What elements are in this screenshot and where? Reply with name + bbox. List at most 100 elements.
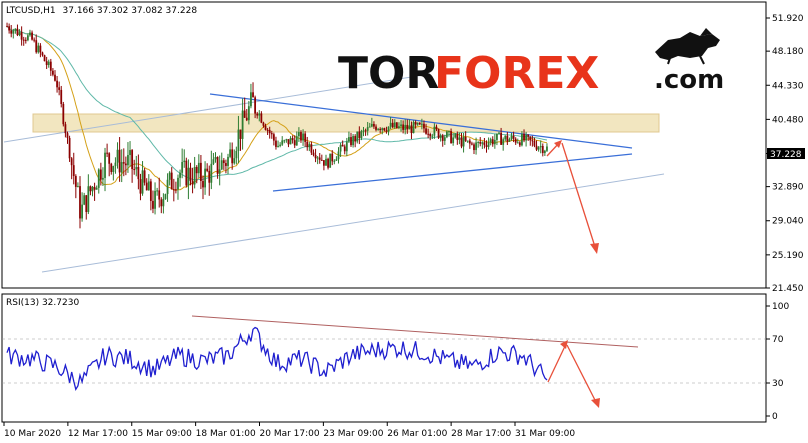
candle-body <box>477 142 480 144</box>
candle-body <box>368 126 371 128</box>
candle-body <box>443 137 446 141</box>
candle-body <box>516 142 519 144</box>
candle-body <box>66 133 69 138</box>
candle-body <box>102 177 104 180</box>
rsi-line <box>6 326 548 391</box>
candle-body <box>316 157 319 159</box>
candle-body <box>141 170 144 194</box>
candle-body <box>241 110 244 139</box>
candle-body <box>83 195 86 205</box>
candle-body <box>139 179 142 194</box>
candle-body <box>387 126 390 132</box>
candle-body <box>264 125 267 130</box>
candle-body <box>429 134 432 137</box>
candle-body <box>52 70 54 75</box>
candle-body <box>350 137 352 146</box>
candles <box>6 22 548 229</box>
time-tick-label: 26 Mar 01:00 <box>387 429 447 439</box>
candle-body <box>133 169 136 171</box>
candle-body <box>283 140 286 142</box>
candle-body <box>168 172 171 180</box>
candle-body <box>29 32 31 36</box>
candle-body <box>254 97 257 114</box>
candle-body <box>193 166 196 185</box>
candle-body <box>18 32 21 36</box>
candle-body <box>247 106 250 121</box>
candle-body <box>360 131 363 138</box>
candle-body <box>354 136 357 142</box>
candle-body <box>416 122 419 125</box>
candle-body <box>179 172 181 178</box>
candle-body <box>81 204 83 219</box>
candle-body <box>441 135 444 141</box>
candle-body <box>345 141 348 152</box>
candle-body <box>287 139 290 145</box>
resistance-zone <box>32 113 660 133</box>
candle-body <box>454 134 457 138</box>
price-pane[interactable] <box>1 1 767 289</box>
triangle-lower-line <box>272 153 633 192</box>
candle-body <box>508 139 511 142</box>
candle-body <box>26 35 29 41</box>
candle-body <box>260 113 263 123</box>
candle-body <box>91 186 94 192</box>
candle-body <box>297 132 300 137</box>
candle-body <box>537 147 540 150</box>
candle-body <box>496 133 498 140</box>
candle-body <box>512 135 515 139</box>
candle-body <box>320 159 323 161</box>
lower-channel-line <box>41 173 665 273</box>
time-tick-label: 31 Mar 09:00 <box>515 429 575 439</box>
candle-body <box>489 139 492 143</box>
candle-body <box>147 181 150 191</box>
candle-body <box>306 141 309 148</box>
candle-body <box>183 160 186 162</box>
time-tick-label: 12 Mar 17:00 <box>68 429 128 439</box>
candle-body <box>468 140 471 144</box>
candle-body <box>295 136 298 146</box>
candle-body <box>149 181 152 201</box>
forecast-arrow-down <box>561 142 597 251</box>
price-tick-label: 48.180 <box>772 47 804 57</box>
candle-body <box>270 133 273 135</box>
candle-body <box>162 198 165 207</box>
candle-body <box>475 142 477 151</box>
candle-body <box>170 172 173 190</box>
logo-tor: TOR <box>338 48 439 99</box>
candle-body <box>158 190 161 200</box>
candle-body <box>143 170 146 183</box>
candle-body <box>462 136 465 147</box>
current-price-text: 37.228 <box>770 150 802 160</box>
candle-body <box>85 195 88 212</box>
candle-body <box>391 122 394 128</box>
price-tick-label: 29.040 <box>772 217 804 227</box>
candle-body <box>337 151 340 160</box>
candle-body <box>204 168 206 188</box>
candle-body <box>404 124 407 130</box>
candle-body <box>521 133 523 146</box>
candle-body <box>154 190 156 209</box>
candle-body <box>64 124 67 134</box>
candle-body <box>62 103 65 125</box>
rsi-arrowhead-up <box>560 340 568 349</box>
candle-body <box>431 135 434 137</box>
logo-dotcom: .com <box>654 65 724 95</box>
candle-body <box>229 149 231 157</box>
candle-body <box>218 169 221 174</box>
candle-body <box>523 133 525 141</box>
candle-body <box>112 166 115 172</box>
candle-body <box>227 156 229 166</box>
candle-body <box>525 134 528 141</box>
price-tick-label: 25.190 <box>772 251 804 261</box>
candle-body <box>289 138 292 145</box>
time-tick-label: 18 Mar 01:00 <box>196 429 256 439</box>
rsi-arrow-up <box>547 343 567 383</box>
candle-body <box>466 140 469 142</box>
current-price-box <box>767 148 805 159</box>
candle-body <box>43 55 46 62</box>
candle-body <box>97 169 100 188</box>
candle-body <box>339 144 342 152</box>
candle-body <box>266 129 269 131</box>
candle-body <box>410 125 413 134</box>
